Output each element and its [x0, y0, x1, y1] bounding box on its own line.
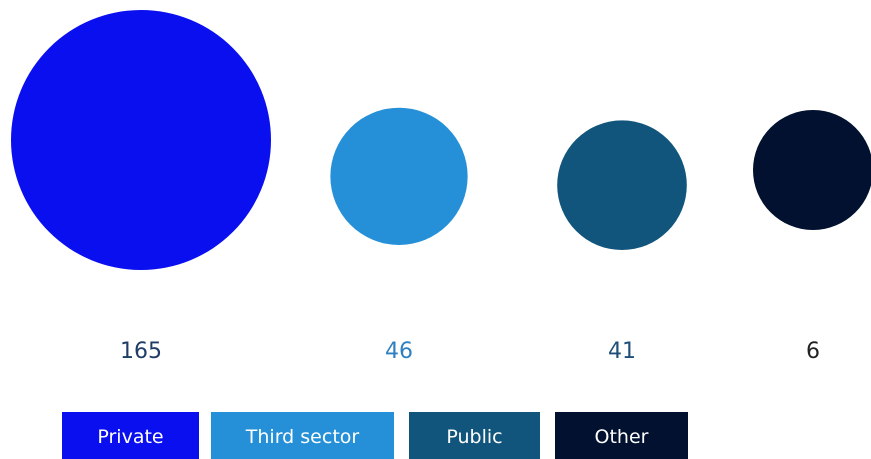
legend-label-public: Public	[446, 426, 502, 448]
legend-entry-private: Private	[62, 412, 199, 459]
bubbles-group	[11, 10, 871, 270]
legend-swatch-third-sector	[211, 412, 394, 459]
value-labels-group: 165 46 41 6	[120, 339, 820, 364]
value-label-public: 41	[608, 339, 636, 364]
legend-label-other: Other	[595, 426, 649, 448]
legend-entry-other: Other	[555, 412, 688, 459]
bubble-public	[557, 120, 687, 250]
value-label-third-sector: 46	[385, 339, 413, 364]
legend-swatch-private	[62, 412, 199, 459]
legend-label-private: Private	[97, 426, 163, 448]
value-label-other: 6	[806, 339, 820, 364]
value-label-private: 165	[120, 339, 162, 364]
legend-label-third-sector: Third sector	[245, 426, 360, 448]
legend: Private Third sector Public Other	[62, 412, 688, 459]
legend-swatch-other	[555, 412, 688, 459]
bubble-private	[11, 10, 271, 270]
bubble-other	[753, 110, 871, 230]
legend-entry-public: Public	[409, 412, 540, 459]
bubble-third-sector	[330, 107, 468, 245]
legend-entry-third-sector: Third sector	[211, 412, 394, 459]
legend-swatch-public	[409, 412, 540, 459]
